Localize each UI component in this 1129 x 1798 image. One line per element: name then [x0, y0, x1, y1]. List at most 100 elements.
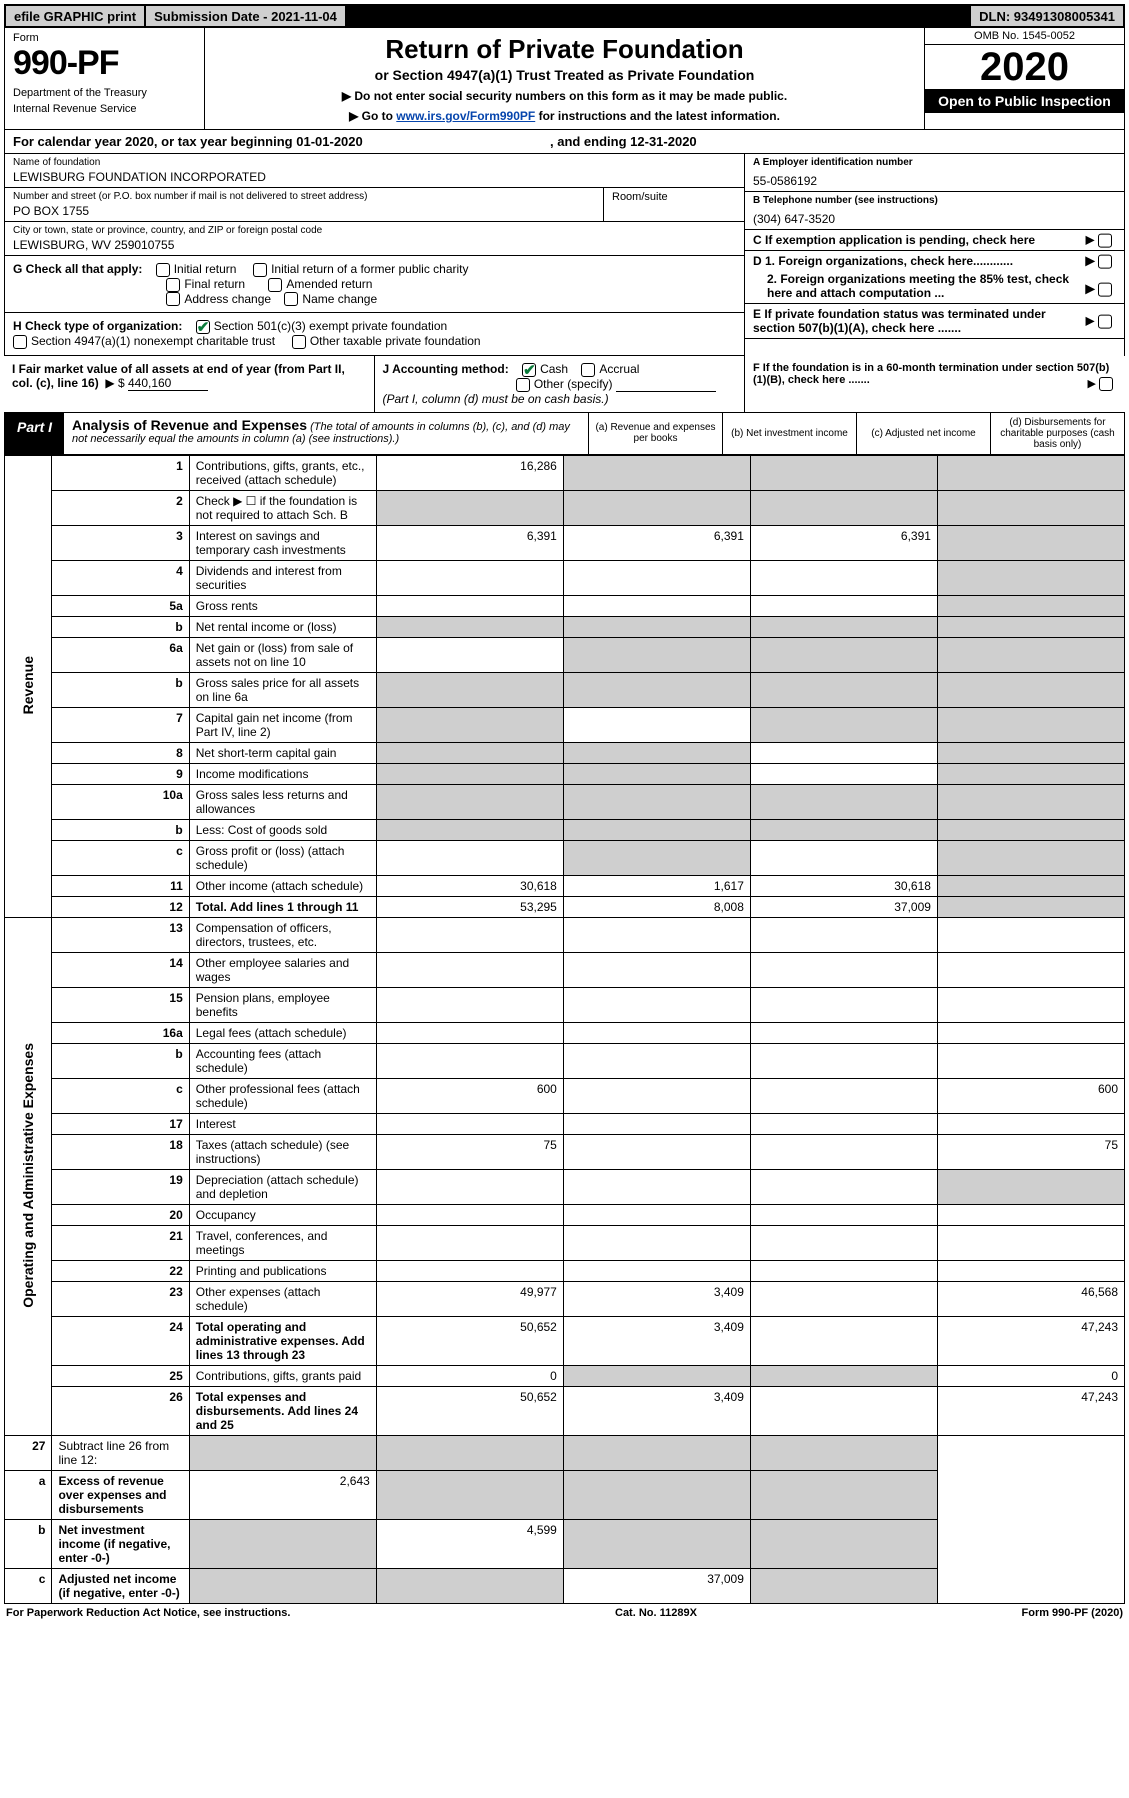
chk-c[interactable]	[1098, 233, 1112, 247]
chk-initial-former[interactable]	[253, 263, 267, 277]
amt-c: 6,391	[750, 525, 937, 560]
chk-final-return[interactable]	[166, 278, 180, 292]
f-label: F If the foundation is in a 60-month ter…	[753, 362, 1109, 386]
amt-b: 8,008	[563, 896, 750, 917]
amt-d	[937, 819, 1124, 840]
amt-b	[563, 707, 750, 742]
chk-4947a1[interactable]	[13, 335, 27, 349]
city-label: City or town, state or province, country…	[13, 225, 736, 236]
amt-b	[563, 819, 750, 840]
chk-cash[interactable]	[522, 363, 536, 377]
amt-d	[937, 525, 1124, 560]
amt-d	[937, 490, 1124, 525]
g-opt-2: Final return	[184, 277, 245, 291]
chk-other-method[interactable]	[516, 378, 530, 392]
amt-a	[376, 784, 563, 819]
line-num: 3	[52, 525, 189, 560]
chk-initial-return[interactable]	[156, 263, 170, 277]
chk-d1[interactable]	[1098, 254, 1112, 268]
chk-name-change[interactable]	[284, 292, 298, 306]
line-num: 7	[52, 707, 189, 742]
amt-b	[563, 455, 750, 490]
chk-amended-return[interactable]	[268, 278, 282, 292]
amt-b	[563, 490, 750, 525]
amt-b: 3,409	[563, 1281, 750, 1316]
amt-a	[376, 637, 563, 672]
amt-d	[937, 952, 1124, 987]
line-desc: Gross sales price for all assets on line…	[189, 672, 376, 707]
line-desc: Occupancy	[189, 1204, 376, 1225]
e-label: E If private foundation status was termi…	[753, 307, 1046, 335]
irs-link[interactable]: www.irs.gov/Form990PF	[396, 109, 535, 123]
line-desc: Other income (attach schedule)	[189, 875, 376, 896]
amt-c	[750, 840, 937, 875]
amt-a	[376, 560, 563, 595]
chk-e[interactable]	[1098, 314, 1112, 328]
line-desc: Other professional fees (attach schedule…	[189, 1078, 376, 1113]
chk-501c3[interactable]	[196, 320, 210, 334]
line-num: 27	[5, 1435, 52, 1470]
amt-d	[937, 637, 1124, 672]
amt-c	[750, 1386, 937, 1435]
section-label: Operating and Administrative Expenses	[5, 917, 52, 1435]
line-num: 11	[52, 875, 189, 896]
chk-address-change[interactable]	[166, 292, 180, 306]
note2-pre: ▶ Go to	[349, 109, 396, 123]
line-desc: Compensation of officers, directors, tru…	[189, 917, 376, 952]
line-num: 23	[52, 1281, 189, 1316]
line-num: 19	[52, 1169, 189, 1204]
amt-b	[563, 952, 750, 987]
part-title: Analysis of Revenue and Expenses	[72, 417, 307, 433]
f-cell: F If the foundation is in a 60-month ter…	[745, 356, 1125, 412]
amt-d: 0	[937, 1365, 1124, 1386]
line-num: 18	[52, 1134, 189, 1169]
amt-d	[937, 455, 1124, 490]
amt-a: 53,295	[376, 896, 563, 917]
amt-d	[937, 595, 1124, 616]
chk-accrual[interactable]	[581, 363, 595, 377]
col-d-header: (d) Disbursements for charitable purpose…	[990, 413, 1124, 454]
cal-mid: , and ending	[550, 134, 630, 149]
line-desc: Dividends and interest from securities	[189, 560, 376, 595]
form-note-1: ▶ Do not enter social security numbers o…	[213, 89, 916, 103]
line-desc: Printing and publications	[189, 1260, 376, 1281]
info-right: A Employer identification number 55-0586…	[744, 154, 1124, 356]
line-num: 15	[52, 987, 189, 1022]
amt-c: 37,009	[750, 896, 937, 917]
amt-b	[563, 840, 750, 875]
amt-a: 600	[376, 1078, 563, 1113]
line-desc: Net gain or (loss) from sale of assets n…	[189, 637, 376, 672]
cal-end: 12-31-2020	[630, 134, 697, 149]
name-value: LEWISBURG FOUNDATION INCORPORATED	[13, 170, 736, 184]
chk-d2[interactable]	[1098, 282, 1112, 296]
amt-a	[376, 1169, 563, 1204]
amt-a	[376, 490, 563, 525]
i-cell: I Fair market value of all assets at end…	[4, 356, 375, 412]
g-opt-0: Initial return	[174, 262, 237, 276]
amt-b	[563, 560, 750, 595]
info-left: Name of foundation LEWISBURG FOUNDATION …	[5, 154, 744, 356]
amt-c	[750, 672, 937, 707]
amt-c	[750, 490, 937, 525]
chk-other-taxable[interactable]	[292, 335, 306, 349]
amt-b: 6,391	[563, 525, 750, 560]
amt-a: 16,286	[376, 455, 563, 490]
line-num: 5a	[52, 595, 189, 616]
line-desc: Total operating and administrative expen…	[189, 1316, 376, 1365]
amt-c	[750, 1281, 937, 1316]
h-check-row: H Check type of organization: Section 50…	[5, 313, 744, 356]
amt-d	[937, 742, 1124, 763]
room-label: Room/suite	[604, 188, 744, 221]
amt-b	[563, 637, 750, 672]
amt-b: 3,409	[563, 1316, 750, 1365]
line-num: 25	[52, 1365, 189, 1386]
chk-f[interactable]	[1099, 377, 1113, 391]
amt-a	[376, 1022, 563, 1043]
amt-d	[937, 1225, 1124, 1260]
amt-b	[563, 1113, 750, 1134]
amt-a: 6,391	[376, 525, 563, 560]
amt-a	[376, 987, 563, 1022]
line-num: c	[52, 840, 189, 875]
foundation-name-cell: Name of foundation LEWISBURG FOUNDATION …	[5, 154, 744, 188]
amt-d	[937, 1260, 1124, 1281]
